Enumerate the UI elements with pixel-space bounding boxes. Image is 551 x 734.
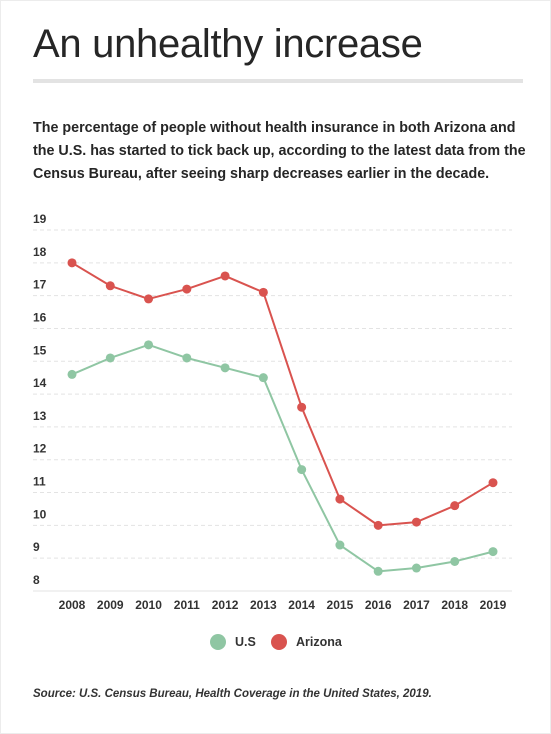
data-point-arizona-2011 [182,284,192,294]
data-point-arizona-2019 [488,478,498,488]
legend-swatch-us [210,634,226,650]
y-tick-label: 16 [33,310,47,324]
series-line-us [71,343,494,573]
x-tick-label: 2016 [365,598,392,612]
data-point-us-2011 [182,353,192,363]
data-point-us-2015 [335,540,345,550]
x-tick-label: 2013 [250,598,277,612]
data-point-arizona-2017 [411,517,421,527]
y-tick-label: 18 [33,245,47,259]
x-tick-label: 2010 [135,598,162,612]
y-tick-label: 9 [33,540,40,554]
source-note: Source: U.S. Census Bureau, Health Cover… [33,688,432,700]
data-point-arizona-2008 [67,258,77,268]
legend-item-arizona[interactable]: Arizona [271,634,342,650]
legend-item-us[interactable]: U.S [210,634,256,650]
data-point-us-2019 [488,547,498,557]
data-point-arizona-2013 [258,287,268,297]
data-point-us-2010 [144,340,154,350]
x-tick-label: 2017 [403,598,430,612]
x-tick-label: 2011 [174,598,200,612]
data-point-us-2009 [105,353,115,363]
y-tick-label: 15 [33,343,47,357]
data-point-us-2013 [258,373,268,383]
x-tick-label: 2008 [59,598,86,612]
chart-subtitle: The percentage of people without health … [33,120,526,182]
data-point-arizona-2016 [373,520,383,530]
data-point-us-2008 [67,369,77,379]
y-tick-label: 14 [33,376,47,390]
title-divider [33,79,523,83]
x-tick-label: 2019 [480,598,507,612]
data-point-us-2018 [450,556,460,566]
x-tick-label: 2015 [327,598,354,612]
data-point-us-2014 [297,465,307,475]
legend-swatch-arizona [271,634,287,650]
data-point-arizona-2009 [105,281,115,291]
y-tick-label: 19 [33,212,47,226]
x-tick-label: 2018 [441,598,468,612]
data-point-us-2016 [373,566,383,576]
data-point-arizona-2010 [144,294,154,304]
y-tick-label: 12 [33,442,47,456]
legend-label-arizona: Arizona [296,635,342,649]
legend-label-us: U.S [235,635,256,649]
x-tick-label: 2014 [288,598,315,612]
data-point-arizona-2012 [220,271,230,281]
data-point-us-2017 [411,563,421,573]
x-tick-label: 2012 [212,598,239,612]
y-tick-label: 17 [33,278,47,292]
y-tick-label: 13 [33,409,47,423]
series-line-arizona [71,261,494,527]
data-point-arizona-2018 [450,501,460,511]
data-point-us-2012 [220,363,230,373]
page-title: An unhealthy increase [33,22,423,66]
legend: U.S Arizona [0,634,551,658]
y-tick-label: 11 [33,475,46,489]
x-tick-label: 2009 [97,598,124,612]
y-tick-label: 8 [33,573,40,587]
data-point-arizona-2014 [297,402,307,412]
y-tick-label: 10 [33,507,47,521]
data-point-arizona-2015 [335,494,345,504]
